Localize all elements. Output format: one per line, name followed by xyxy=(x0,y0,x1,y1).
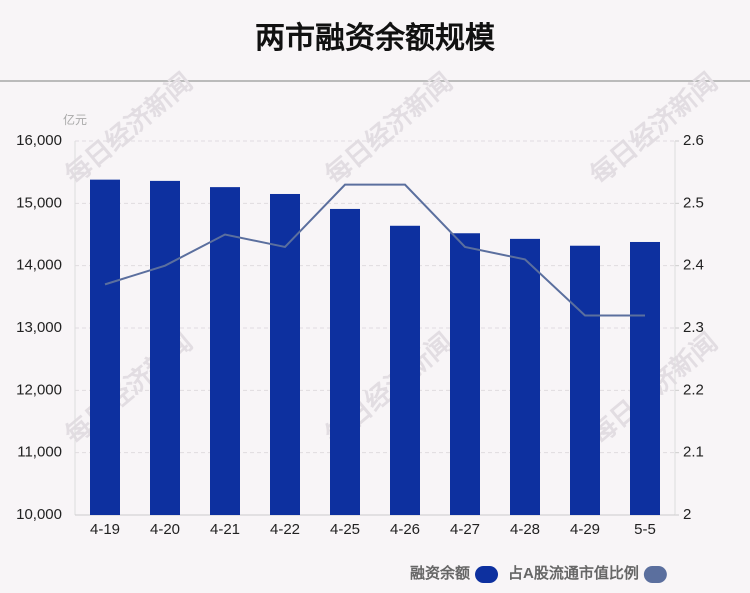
y-tick-label: 16,000 xyxy=(16,132,62,149)
bar xyxy=(150,180,180,516)
y-tick-label: 11,000 xyxy=(17,444,62,461)
x-tick-label: 4-28 xyxy=(510,521,540,538)
bar xyxy=(570,245,600,515)
legend-label: 融资余额 xyxy=(410,564,470,582)
y-tick-label: 12,000 xyxy=(16,381,62,398)
line xyxy=(104,183,645,317)
chart-title: 两市融资余额规模 xyxy=(255,21,495,55)
y-tick-label: 14,000 xyxy=(16,257,62,274)
y-unit: 亿元 xyxy=(63,112,87,127)
x-tick-label: 4-29 xyxy=(570,521,600,538)
x-tick-label: 4-22 xyxy=(270,521,300,538)
x-tick-label: 4-19 xyxy=(90,521,120,538)
y2-tick-label: 2.5 xyxy=(683,194,704,211)
bar xyxy=(390,225,420,516)
bar xyxy=(330,208,360,515)
x-tick-label: 4-27 xyxy=(450,521,480,538)
bar xyxy=(210,187,240,516)
bar xyxy=(270,193,300,515)
y-tick-label: 15,000 xyxy=(16,194,62,211)
x-tick-label: 5-5 xyxy=(634,521,656,538)
x-tick-label: 4-26 xyxy=(390,521,420,538)
bar xyxy=(510,238,540,515)
legend-swatch xyxy=(643,566,667,583)
y2-tick-label: 2 xyxy=(683,506,691,523)
legend-swatch xyxy=(475,566,499,583)
y-tick-label: 13,000 xyxy=(16,319,62,336)
legend-label: 占A股流通市值比例 xyxy=(508,564,639,582)
y-tick-label: 10,000 xyxy=(16,506,62,523)
x-tick-label: 4-20 xyxy=(150,521,180,538)
x-tick-label: 4-21 xyxy=(210,521,240,538)
bar xyxy=(90,179,120,515)
y2-tick-label: 2.2 xyxy=(683,381,704,398)
y2-tick-label: 2.4 xyxy=(683,257,704,274)
bar xyxy=(630,241,660,516)
x-tick-label: 4-25 xyxy=(330,521,360,538)
y2-tick-label: 2.1 xyxy=(683,444,704,461)
y2-tick-label: 2.6 xyxy=(683,132,704,149)
y2-tick-label: 2.3 xyxy=(683,319,704,336)
bar xyxy=(450,233,480,515)
